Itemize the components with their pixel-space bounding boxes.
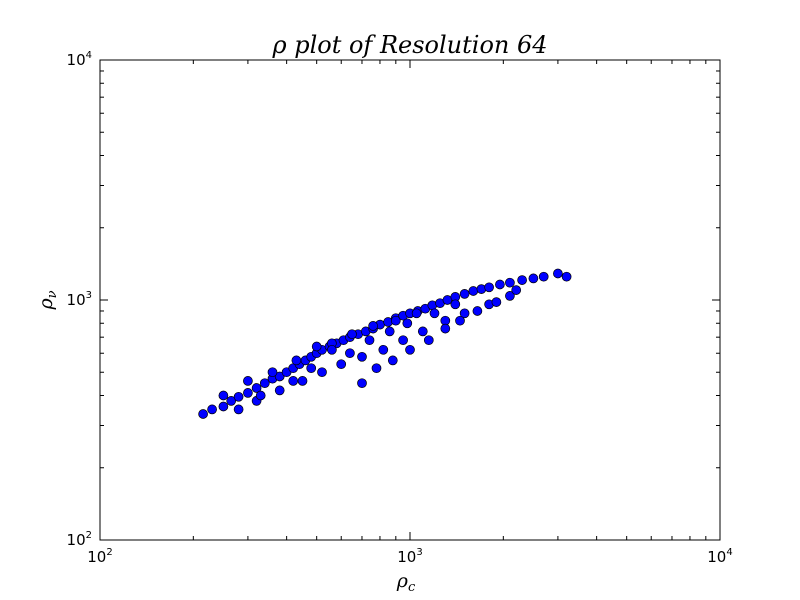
data-point <box>491 297 502 307</box>
data-point <box>364 335 375 346</box>
y-tick-label: 102 <box>67 530 92 549</box>
data-point <box>440 323 451 334</box>
data-point <box>274 371 285 382</box>
data-point <box>368 321 378 331</box>
axis-ticks: 102 103 104 102 103 104 <box>67 50 733 566</box>
y-tick-label: 103 <box>67 290 92 309</box>
data-point <box>317 367 327 378</box>
data-point <box>259 378 270 389</box>
data-point <box>553 268 563 279</box>
data-point <box>233 391 244 402</box>
data-point <box>274 385 285 396</box>
data-point <box>243 376 253 386</box>
data-point <box>357 351 367 362</box>
data-point <box>233 404 244 415</box>
data-point <box>288 376 299 386</box>
data-point <box>387 355 398 366</box>
data-point <box>207 404 217 415</box>
data-point <box>243 388 253 398</box>
data-point <box>484 282 494 293</box>
data-point <box>505 277 515 288</box>
chart-title: ρ plot of Resolution 64 <box>271 31 547 59</box>
data-point <box>218 401 229 412</box>
data-point <box>384 326 395 337</box>
data-point <box>455 315 465 326</box>
data-point <box>306 363 317 374</box>
x-tick-label: 102 <box>87 547 112 566</box>
data-point <box>347 329 357 340</box>
plot-frame <box>99 59 721 541</box>
y-axis-label-main: ρ <box>35 298 57 311</box>
data-point <box>336 359 347 370</box>
x-axis-label-sub: c <box>408 580 416 595</box>
data-point <box>398 335 408 346</box>
data-point <box>450 299 461 310</box>
data-point <box>218 390 229 401</box>
data-point <box>468 286 479 296</box>
data-point <box>378 344 389 355</box>
data-point <box>390 315 401 326</box>
data-point <box>405 344 415 355</box>
data-point <box>495 279 505 290</box>
data-point <box>459 289 470 299</box>
data-point <box>423 335 434 346</box>
data-point <box>561 271 572 282</box>
data-point <box>402 318 413 329</box>
data-point <box>411 308 422 319</box>
data-point <box>517 275 527 285</box>
data-point <box>226 396 237 406</box>
data-point <box>429 308 440 319</box>
data-point <box>417 326 428 337</box>
data-point <box>472 306 483 316</box>
data-point <box>357 378 367 389</box>
data-point <box>505 291 515 301</box>
x-axis-label-main: ρ <box>396 570 409 592</box>
data-point <box>198 409 208 419</box>
data-point <box>297 376 308 386</box>
data-point <box>311 341 322 352</box>
x-tick-label: 103 <box>397 547 422 566</box>
data-point <box>327 344 337 355</box>
y-axis-label: ρν <box>35 290 60 310</box>
x-axis-label: ρc <box>396 570 416 595</box>
data-point <box>291 355 302 366</box>
data-point <box>251 383 262 393</box>
data-point <box>371 363 382 374</box>
data-point <box>538 271 549 282</box>
data-points <box>198 268 572 419</box>
data-point <box>255 390 266 401</box>
data-point <box>511 285 522 295</box>
data-point <box>267 367 278 378</box>
data-point <box>345 348 355 359</box>
y-tick-label: 104 <box>67 50 92 69</box>
data-point <box>459 308 470 319</box>
x-tick-label: 104 <box>707 547 732 566</box>
data-point <box>528 273 539 284</box>
y-axis-label-sub: ν <box>45 290 60 298</box>
